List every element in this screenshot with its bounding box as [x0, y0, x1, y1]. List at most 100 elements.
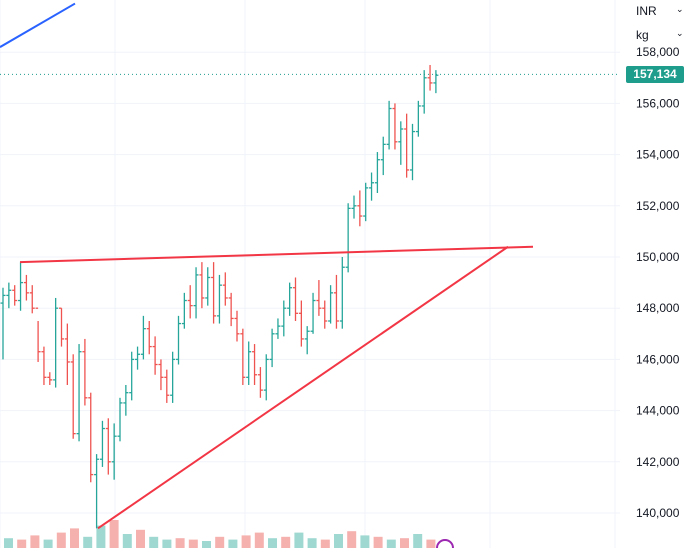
ohlc-bar — [374, 152, 380, 193]
ohlc-bar — [310, 292, 316, 334]
ohlc-bar — [35, 307, 41, 362]
ohlc-bar — [187, 285, 193, 319]
ohlc-bar — [222, 272, 228, 306]
volume-bar — [360, 535, 370, 548]
ohlc-bar — [322, 300, 328, 329]
ohlc-bar — [41, 346, 47, 385]
price-tick-label: 146,000 — [636, 352, 680, 366]
price-axis-ticks: 140,000 142,000 144,000 146,000 148,000 150,0… — [636, 45, 680, 520]
ohlc-bar — [275, 318, 281, 339]
ohlc-bar — [404, 113, 410, 178]
ohlc-bar — [0, 287, 6, 360]
price-tick-label: 144,000 — [636, 404, 680, 418]
unit-selector[interactable]: kg ⌄ — [636, 28, 684, 42]
price-tick-label: 154,000 — [636, 148, 680, 162]
volume-bar — [162, 539, 172, 548]
candlestick-series — [0, 65, 439, 529]
volume-bar — [56, 532, 66, 548]
ohlc-bar — [216, 274, 222, 324]
ohlc-bar — [252, 344, 258, 385]
trendline-drawings[interactable] — [0, 2, 534, 530]
grid-lines — [0, 0, 620, 548]
ohlc-bar — [339, 257, 345, 329]
ohlc-bar — [316, 280, 322, 316]
ohlc-bar — [82, 338, 88, 406]
volume-bar — [307, 538, 317, 548]
ohlc-bar — [170, 351, 176, 403]
ohlc-bar — [228, 292, 234, 327]
price-axis[interactable]: 140,000 142,000 144,000 146,000 148,000 150,0… — [620, 0, 685, 548]
currency-selector[interactable]: INR ⌄ — [636, 4, 684, 18]
volume-bar — [43, 539, 53, 548]
volume-bar — [373, 536, 383, 548]
ohlc-bar — [64, 323, 70, 385]
ohlc-bar — [293, 277, 298, 321]
ohlc-bar — [129, 351, 135, 401]
ohlc-bar — [380, 136, 386, 176]
ohlc-bar — [70, 354, 76, 439]
volume-bar — [228, 539, 238, 548]
tradingview-logo-icon — [436, 539, 454, 548]
ohlc-bar — [269, 328, 275, 368]
volume-bar — [83, 536, 93, 548]
ohlc-bar — [427, 65, 433, 91]
chevron-down-icon: ⌄ — [676, 28, 684, 38]
volume-bar — [136, 529, 145, 548]
ohlc-bar — [363, 182, 369, 222]
currency-label: INR — [636, 4, 657, 18]
ohlc-bar — [415, 100, 421, 137]
price-tick-label: 152,000 — [636, 199, 680, 213]
ohlc-bar — [328, 285, 334, 324]
ohlc-bar — [410, 123, 415, 181]
ohlc-bar — [205, 267, 211, 306]
ohlc-bar — [152, 336, 158, 375]
price-tick-label: 156,000 — [636, 96, 680, 110]
ohlc-bar — [47, 372, 53, 385]
price-tick-label: 142,000 — [636, 455, 680, 469]
ohlc-bar — [298, 300, 304, 347]
volume-bar — [122, 534, 132, 548]
ohlc-bar — [117, 397, 123, 442]
ohlc-bar — [99, 420, 105, 467]
ohlc-bar — [351, 195, 357, 219]
volume-bar — [254, 532, 264, 548]
ohlc-bar — [263, 354, 269, 401]
volume-bar — [281, 536, 291, 548]
price-tick-label: 158,000 — [636, 45, 680, 59]
ohlc-bar — [123, 385, 129, 416]
ohlc-bar — [257, 367, 263, 398]
volume-bar — [188, 539, 198, 548]
ohlc-bar — [193, 267, 199, 319]
volume-bar — [109, 520, 119, 548]
ohlc-bar — [246, 341, 252, 385]
volume-bar — [30, 535, 40, 548]
ohlc-bar — [304, 326, 310, 355]
ohlc-bar — [88, 392, 94, 483]
price-tick-label: 150,000 — [636, 250, 680, 264]
ohlc-bar — [287, 282, 293, 316]
ohlc-bar — [140, 315, 146, 360]
ohlc-bar — [181, 292, 187, 329]
ohlc-bar — [369, 172, 375, 201]
ohlc-bar — [6, 282, 12, 309]
ohlc-bar — [281, 300, 287, 337]
ohlc-bar — [105, 418, 111, 475]
volume-bar — [268, 538, 277, 548]
unit-label: kg — [636, 28, 649, 42]
ohlc-bar — [345, 203, 351, 273]
ohlc-bar — [211, 262, 217, 324]
blue-trendline — [0, 2, 76, 48]
volume-bar — [334, 534, 343, 548]
ohlc-bar — [146, 321, 152, 355]
ohlc-bar — [392, 103, 398, 150]
last-price-tag: 157,134 — [626, 65, 684, 83]
volume-bar — [149, 536, 159, 548]
volume-bars — [4, 520, 436, 548]
volume-bar — [426, 539, 436, 548]
ohlc-bar — [94, 454, 100, 529]
ohlc-bar — [398, 121, 404, 165]
ohlc-bar — [29, 285, 35, 314]
volume-bar — [400, 538, 409, 548]
ohlc-bar — [18, 262, 24, 311]
